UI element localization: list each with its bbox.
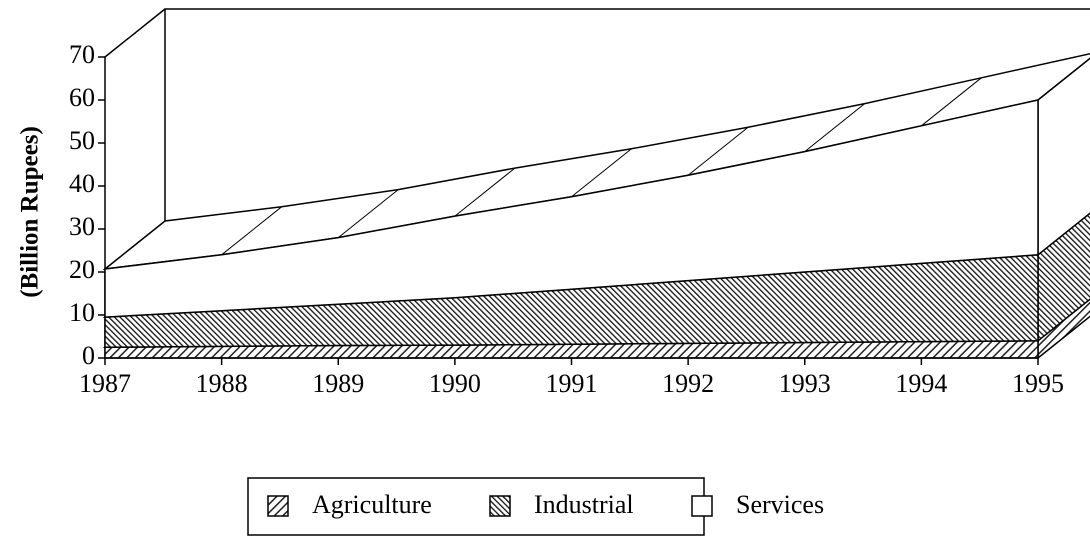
y-tick-label: 0	[82, 341, 95, 370]
y-tick-label: 40	[69, 169, 95, 198]
legend-swatch	[267, 495, 289, 517]
x-tick-label: 1988	[196, 369, 248, 398]
y-tick-label: 60	[69, 83, 95, 112]
axis-depth-line	[104, 8, 166, 58]
y-tick-label: 20	[69, 255, 95, 284]
x-tick-label: 1990	[429, 369, 481, 398]
y-tick-label: 10	[69, 298, 95, 327]
area-top-edge	[804, 103, 866, 152]
area-top-edge	[221, 206, 282, 256]
area-top-edge	[337, 189, 399, 238]
legend-swatch	[691, 495, 713, 517]
y-tick-label: 50	[69, 126, 95, 155]
area-top-edge	[921, 77, 982, 127]
y-tick-label: 70	[69, 40, 95, 69]
legend-label: Industrial	[534, 490, 634, 519]
x-tick-label: 1992	[662, 369, 714, 398]
x-tick-label: 1995	[1012, 369, 1064, 398]
x-tick-label: 1993	[779, 369, 831, 398]
legend-box	[247, 477, 705, 536]
area	[104, 99, 1039, 318]
y-tick-label: 30	[69, 212, 95, 241]
legend-label: Services	[736, 490, 824, 519]
y-axis-label: (Billion Rupees)	[17, 126, 44, 298]
x-tick-label: 1989	[312, 369, 364, 398]
area-top-edge	[687, 126, 749, 176]
x-tick-label: 1991	[546, 369, 598, 398]
area-top-edge	[104, 220, 166, 270]
x-tick-label: 1987	[79, 369, 131, 398]
legend-swatch	[489, 495, 511, 517]
x-tick-label: 1994	[895, 369, 947, 398]
legend-label: Agriculture	[312, 490, 432, 519]
area-top-edge	[571, 148, 632, 198]
area-top-edge	[454, 167, 516, 217]
